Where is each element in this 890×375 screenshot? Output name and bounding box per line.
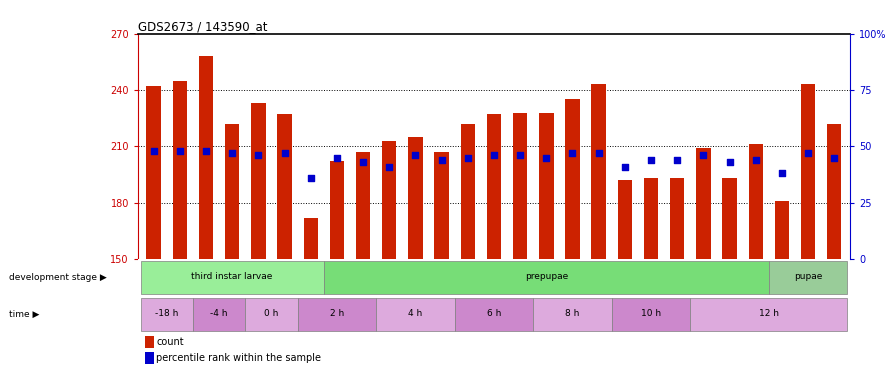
Text: 0 h: 0 h [264,309,279,318]
Bar [539,112,554,259]
Point [382,164,396,170]
Point [539,154,554,160]
Bar [611,298,691,331]
Point [251,152,265,158]
Point [173,148,187,154]
Bar [382,141,396,259]
Text: count: count [157,338,184,348]
Point [147,148,161,154]
Bar [198,56,214,259]
Text: time ▶: time ▶ [9,310,39,319]
Bar [461,124,475,259]
Bar [643,178,659,259]
Bar [748,144,763,259]
Point [461,154,475,160]
Point [643,157,658,163]
Point [592,150,606,156]
Text: 8 h: 8 h [565,309,579,318]
Bar [769,261,847,294]
Point [409,152,423,158]
Bar [278,114,292,259]
Bar [618,180,632,259]
Point [723,159,737,165]
Point [748,157,763,163]
Text: GDS2673 / 143590_at: GDS2673 / 143590_at [138,20,268,33]
Point [330,154,344,160]
Bar [723,178,737,259]
Bar [409,137,423,259]
Point [513,152,527,158]
Bar [356,152,370,259]
Text: third instar larvae: third instar larvae [191,272,273,281]
Bar [329,161,344,259]
Bar [487,114,501,259]
Point [618,164,632,170]
Bar [141,261,324,294]
Point [801,150,815,156]
Bar [455,298,533,331]
Bar [145,336,154,348]
Bar [696,148,710,259]
Point [696,152,710,158]
Point [827,154,841,160]
Text: -18 h: -18 h [155,309,178,318]
Bar [193,298,246,331]
Bar [324,261,769,294]
Point [225,150,239,156]
Point [434,157,449,163]
Bar [513,112,527,259]
Point [198,148,213,154]
Text: 2 h: 2 h [330,309,344,318]
Bar [145,352,154,364]
Bar [376,298,455,331]
Bar [565,99,579,259]
Bar [173,81,187,259]
Bar [774,201,789,259]
Point [278,150,292,156]
Bar [434,152,449,259]
Bar [670,178,684,259]
Bar [141,298,193,331]
Bar [225,124,239,259]
Text: 6 h: 6 h [487,309,501,318]
Point [356,159,370,165]
Text: prepupae: prepupae [525,272,568,281]
Bar [801,84,815,259]
Point [670,157,684,163]
Bar [147,86,161,259]
Bar [691,298,847,331]
Bar [533,298,611,331]
Text: -4 h: -4 h [210,309,228,318]
Point [565,150,579,156]
Text: 12 h: 12 h [759,309,779,318]
Point [775,170,789,176]
Bar [592,84,606,259]
Bar [297,298,376,331]
Point [303,175,318,181]
Text: percentile rank within the sample: percentile rank within the sample [157,353,321,363]
Bar [827,124,841,259]
Text: pupae: pupae [794,272,822,281]
Text: 4 h: 4 h [409,309,423,318]
Bar [246,298,297,331]
Bar [303,218,318,259]
Point [487,152,501,158]
Text: development stage ▶: development stage ▶ [9,273,107,282]
Bar [251,103,265,259]
Text: 10 h: 10 h [641,309,661,318]
